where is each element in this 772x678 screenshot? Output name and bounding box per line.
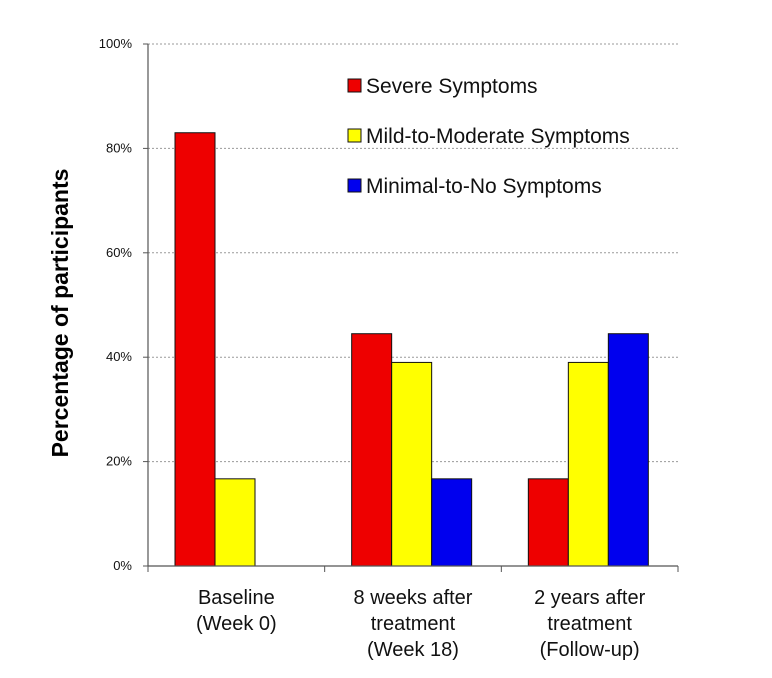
- x-category-label: Baseline (Week 0): [196, 587, 277, 635]
- x-category-labels: Baseline (Week 0) 8 weeks after treatment (W…: [196, 587, 646, 661]
- bar: [607, 333, 649, 567]
- legend-label: Severe Symptoms: [366, 75, 538, 98]
- y-tick-label: 20%: [106, 454, 132, 469]
- legend-label: Minimal-to-No Symptoms: [366, 175, 602, 198]
- y-tick-label: 100%: [99, 36, 133, 51]
- bar: [214, 478, 256, 567]
- bar: [351, 333, 393, 567]
- bars: [174, 132, 649, 567]
- y-axis-title: Percentage of participants: [47, 169, 73, 458]
- bar: [431, 478, 473, 567]
- legend-swatch: [347, 178, 362, 193]
- x-category-label: 8 weeks after treatment (Week 18): [354, 587, 473, 661]
- axes: [143, 43, 679, 572]
- x-category-label: 2 years after treatment (Follow-up): [534, 587, 646, 661]
- bar: [567, 361, 609, 567]
- y-tick-label: 60%: [106, 245, 132, 260]
- bar: [391, 361, 433, 567]
- y-tick-label: 80%: [106, 140, 132, 155]
- legend-swatch: [347, 128, 362, 143]
- bar: [527, 478, 569, 567]
- legend: Severe Symptoms Mild-to-Moderate Symptoms…: [347, 75, 630, 198]
- legend-label: Mild-to-Moderate Symptoms: [366, 125, 630, 148]
- bar: [174, 132, 216, 567]
- y-tick-label: 0%: [113, 558, 132, 573]
- y-tick-label: 40%: [106, 349, 132, 364]
- y-tick-labels: 0% 20% 40% 60% 80% 100%: [99, 36, 133, 573]
- legend-swatch: [347, 78, 362, 93]
